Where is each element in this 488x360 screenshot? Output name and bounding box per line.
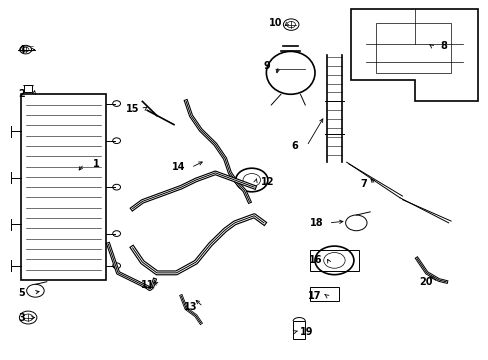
Text: 6: 6 — [291, 141, 297, 151]
Bar — [21, 94, 106, 280]
Text: 5: 5 — [19, 288, 25, 297]
Text: 14: 14 — [172, 162, 185, 172]
Text: 13: 13 — [184, 302, 197, 312]
Text: 15: 15 — [126, 104, 139, 113]
Text: 2: 2 — [19, 89, 25, 99]
Text: 10: 10 — [269, 18, 282, 28]
Text: 4: 4 — [19, 45, 25, 55]
Text: 3: 3 — [19, 312, 25, 323]
Text: 19: 19 — [299, 327, 313, 337]
Bar — [292, 321, 305, 339]
Text: 9: 9 — [263, 61, 269, 71]
Bar — [309, 287, 339, 301]
Text: 17: 17 — [307, 291, 321, 301]
Text: 18: 18 — [309, 218, 323, 228]
Text: 20: 20 — [418, 277, 432, 287]
Bar — [375, 23, 450, 73]
Bar — [309, 249, 358, 271]
Text: 16: 16 — [308, 255, 322, 265]
Text: 12: 12 — [261, 177, 274, 187]
Text: 8: 8 — [440, 41, 447, 51]
Text: 1: 1 — [93, 159, 100, 169]
Bar — [24, 85, 32, 93]
Text: 7: 7 — [360, 179, 366, 189]
Text: 11: 11 — [140, 280, 154, 291]
